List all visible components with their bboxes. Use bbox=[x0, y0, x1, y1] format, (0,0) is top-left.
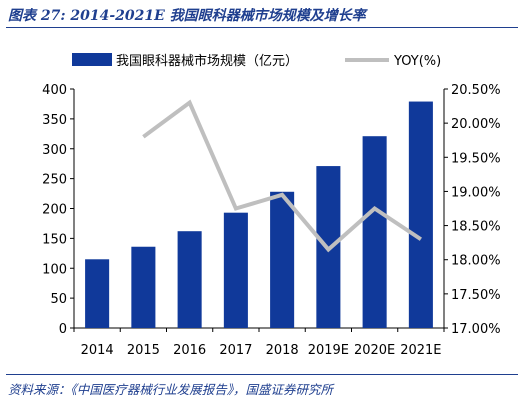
bar bbox=[131, 246, 156, 328]
y-left-tick-label: 150 bbox=[42, 232, 67, 247]
bar bbox=[85, 259, 110, 328]
x-tick-label: 2020E bbox=[354, 343, 395, 358]
bar bbox=[270, 191, 295, 328]
y-left-tick-label: 300 bbox=[42, 143, 67, 158]
x-tick-label: 2015 bbox=[127, 343, 160, 358]
x-tick-label: 2014 bbox=[81, 343, 114, 358]
legend-line-label: YOY(%) bbox=[393, 54, 441, 69]
y-right-tick-label: 17.50% bbox=[451, 288, 501, 303]
legend-bar-swatch bbox=[72, 53, 112, 66]
title-divider bbox=[6, 27, 518, 28]
y-left-tick-label: 200 bbox=[42, 203, 67, 218]
y-left-tick-label: 350 bbox=[42, 113, 67, 128]
legend-bar-label: 我国眼科器械市场规模（亿元） bbox=[116, 53, 298, 69]
y-left-tick-label: 250 bbox=[42, 173, 67, 188]
x-tick-label: 2019E bbox=[308, 343, 349, 358]
bar bbox=[408, 101, 433, 328]
y-left-tick-label: 0 bbox=[59, 322, 67, 337]
bar bbox=[177, 231, 202, 328]
y-right-tick-label: 18.00% bbox=[451, 254, 501, 269]
legend: 我国眼科器械市场规模（亿元） YOY(%) bbox=[72, 53, 441, 69]
x-tick-label: 2016 bbox=[173, 343, 206, 358]
line-series bbox=[142, 99, 422, 253]
source-divider bbox=[6, 374, 518, 375]
y-left-tick-label: 100 bbox=[42, 262, 67, 277]
bar-series bbox=[85, 101, 433, 328]
source-note: 资料来源：《中国医疗器械行业发展报告》，国盛证券研究所 bbox=[8, 382, 334, 397]
bar bbox=[362, 136, 387, 328]
y-left-tick-label: 400 bbox=[42, 83, 67, 98]
x-tick-label: 2018 bbox=[266, 343, 299, 358]
y-right-tick-label: 18.50% bbox=[451, 220, 501, 235]
bar bbox=[223, 212, 248, 328]
x-tick-label: 2021E bbox=[400, 343, 441, 358]
y-right-tick-label: 20.50% bbox=[451, 83, 501, 98]
y-right-tick-label: 19.50% bbox=[451, 151, 501, 166]
x-tick-label: 2017 bbox=[219, 343, 252, 358]
y-left-tick-label: 50 bbox=[50, 292, 67, 307]
y-right-tick-label: 20.00% bbox=[451, 117, 501, 132]
y-right-tick-label: 17.00% bbox=[451, 322, 501, 337]
chart: 我国眼科器械市场规模（亿元） YOY(%) 0 50 100 150 200 250 300… bbox=[42, 53, 501, 358]
y-right-tick-label: 19.00% bbox=[451, 185, 501, 200]
figure-title: 图表 27: 2014-2021E 我国眼科器械市场规模及增长率 bbox=[8, 8, 366, 24]
